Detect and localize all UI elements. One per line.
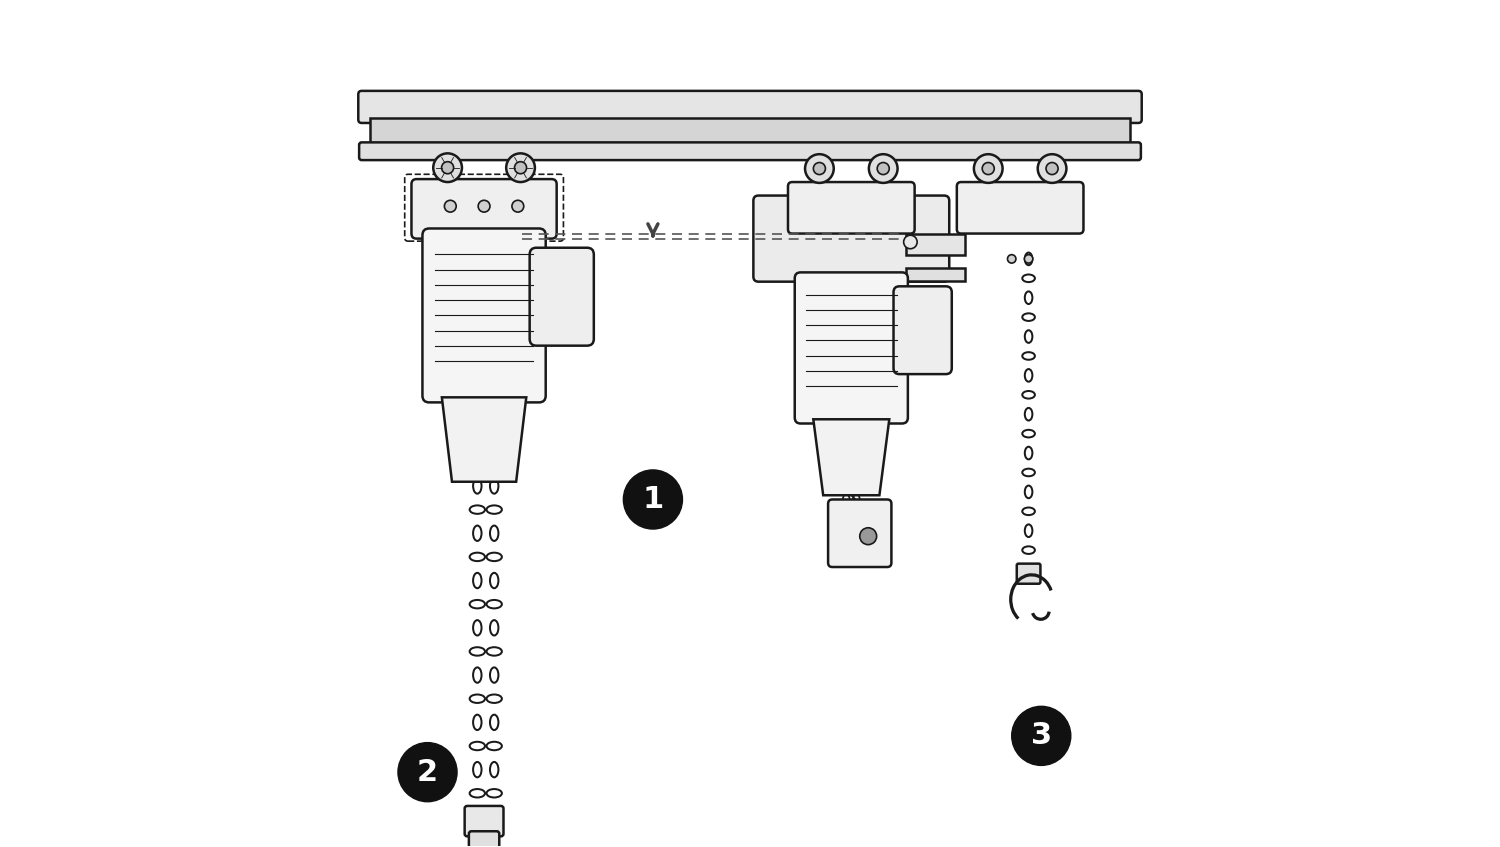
Text: 2: 2 [417, 758, 438, 787]
Bar [906, 268, 966, 281]
Circle shape [398, 743, 458, 802]
Text: 1: 1 [642, 485, 663, 514]
FancyBboxPatch shape [957, 182, 1083, 234]
FancyBboxPatch shape [795, 273, 907, 424]
FancyBboxPatch shape [753, 196, 950, 282]
Circle shape [859, 528, 876, 545]
Polygon shape [813, 419, 889, 495]
Circle shape [813, 163, 825, 174]
FancyBboxPatch shape [894, 286, 952, 374]
Circle shape [1008, 255, 1016, 263]
FancyBboxPatch shape [358, 142, 1142, 160]
Circle shape [878, 163, 890, 174]
Circle shape [478, 200, 490, 212]
Circle shape [1038, 154, 1066, 183]
FancyBboxPatch shape [530, 247, 594, 346]
Circle shape [512, 200, 524, 212]
Polygon shape [442, 397, 526, 482]
Text: 3: 3 [1030, 722, 1051, 750]
Circle shape [444, 200, 456, 212]
Circle shape [1046, 163, 1058, 174]
FancyBboxPatch shape [358, 91, 1142, 123]
FancyBboxPatch shape [1017, 563, 1041, 584]
Circle shape [806, 154, 834, 183]
Circle shape [433, 153, 462, 182]
FancyBboxPatch shape [828, 500, 891, 567]
Circle shape [868, 154, 897, 183]
Circle shape [982, 163, 994, 174]
FancyBboxPatch shape [788, 182, 915, 234]
Circle shape [1024, 255, 1033, 263]
Bar [906, 234, 966, 255]
FancyBboxPatch shape [423, 229, 546, 402]
Circle shape [624, 470, 682, 529]
Circle shape [441, 162, 453, 174]
FancyBboxPatch shape [411, 179, 556, 239]
Bar [370, 118, 1130, 149]
Circle shape [974, 154, 1002, 183]
Circle shape [514, 162, 526, 174]
Circle shape [506, 153, 536, 182]
FancyBboxPatch shape [465, 806, 504, 836]
Circle shape [903, 235, 916, 249]
Circle shape [1011, 706, 1071, 766]
FancyBboxPatch shape [470, 831, 500, 847]
